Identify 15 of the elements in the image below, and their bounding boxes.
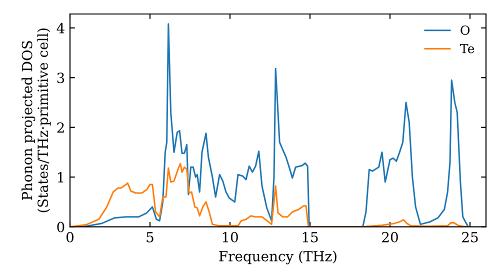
- x-tick-label: 10: [222, 232, 238, 242]
- y-tick-label: 1: [58, 172, 64, 182]
- x-tick-label: 25: [462, 232, 478, 242]
- y-tick-label: 0: [57, 222, 64, 232]
- x-tick-label: 20: [382, 232, 398, 242]
- y-tick-label: 4: [56, 22, 64, 34]
- y-axis-title: Phonon projected DOS (States/THz·primitive cell): [22, 28, 51, 212]
- y-tick-label: 2: [57, 122, 64, 133]
- y-tick-label: 3: [57, 72, 64, 84]
- x-tick-label: 0: [66, 232, 74, 242]
- legend-label: Te: [460, 44, 474, 54]
- legend-label: O: [460, 25, 470, 35]
- x-tick-label: 5: [146, 232, 154, 242]
- x-axis-title: Frequency (THz): [219, 250, 336, 264]
- x-tick-label: 15: [302, 232, 318, 242]
